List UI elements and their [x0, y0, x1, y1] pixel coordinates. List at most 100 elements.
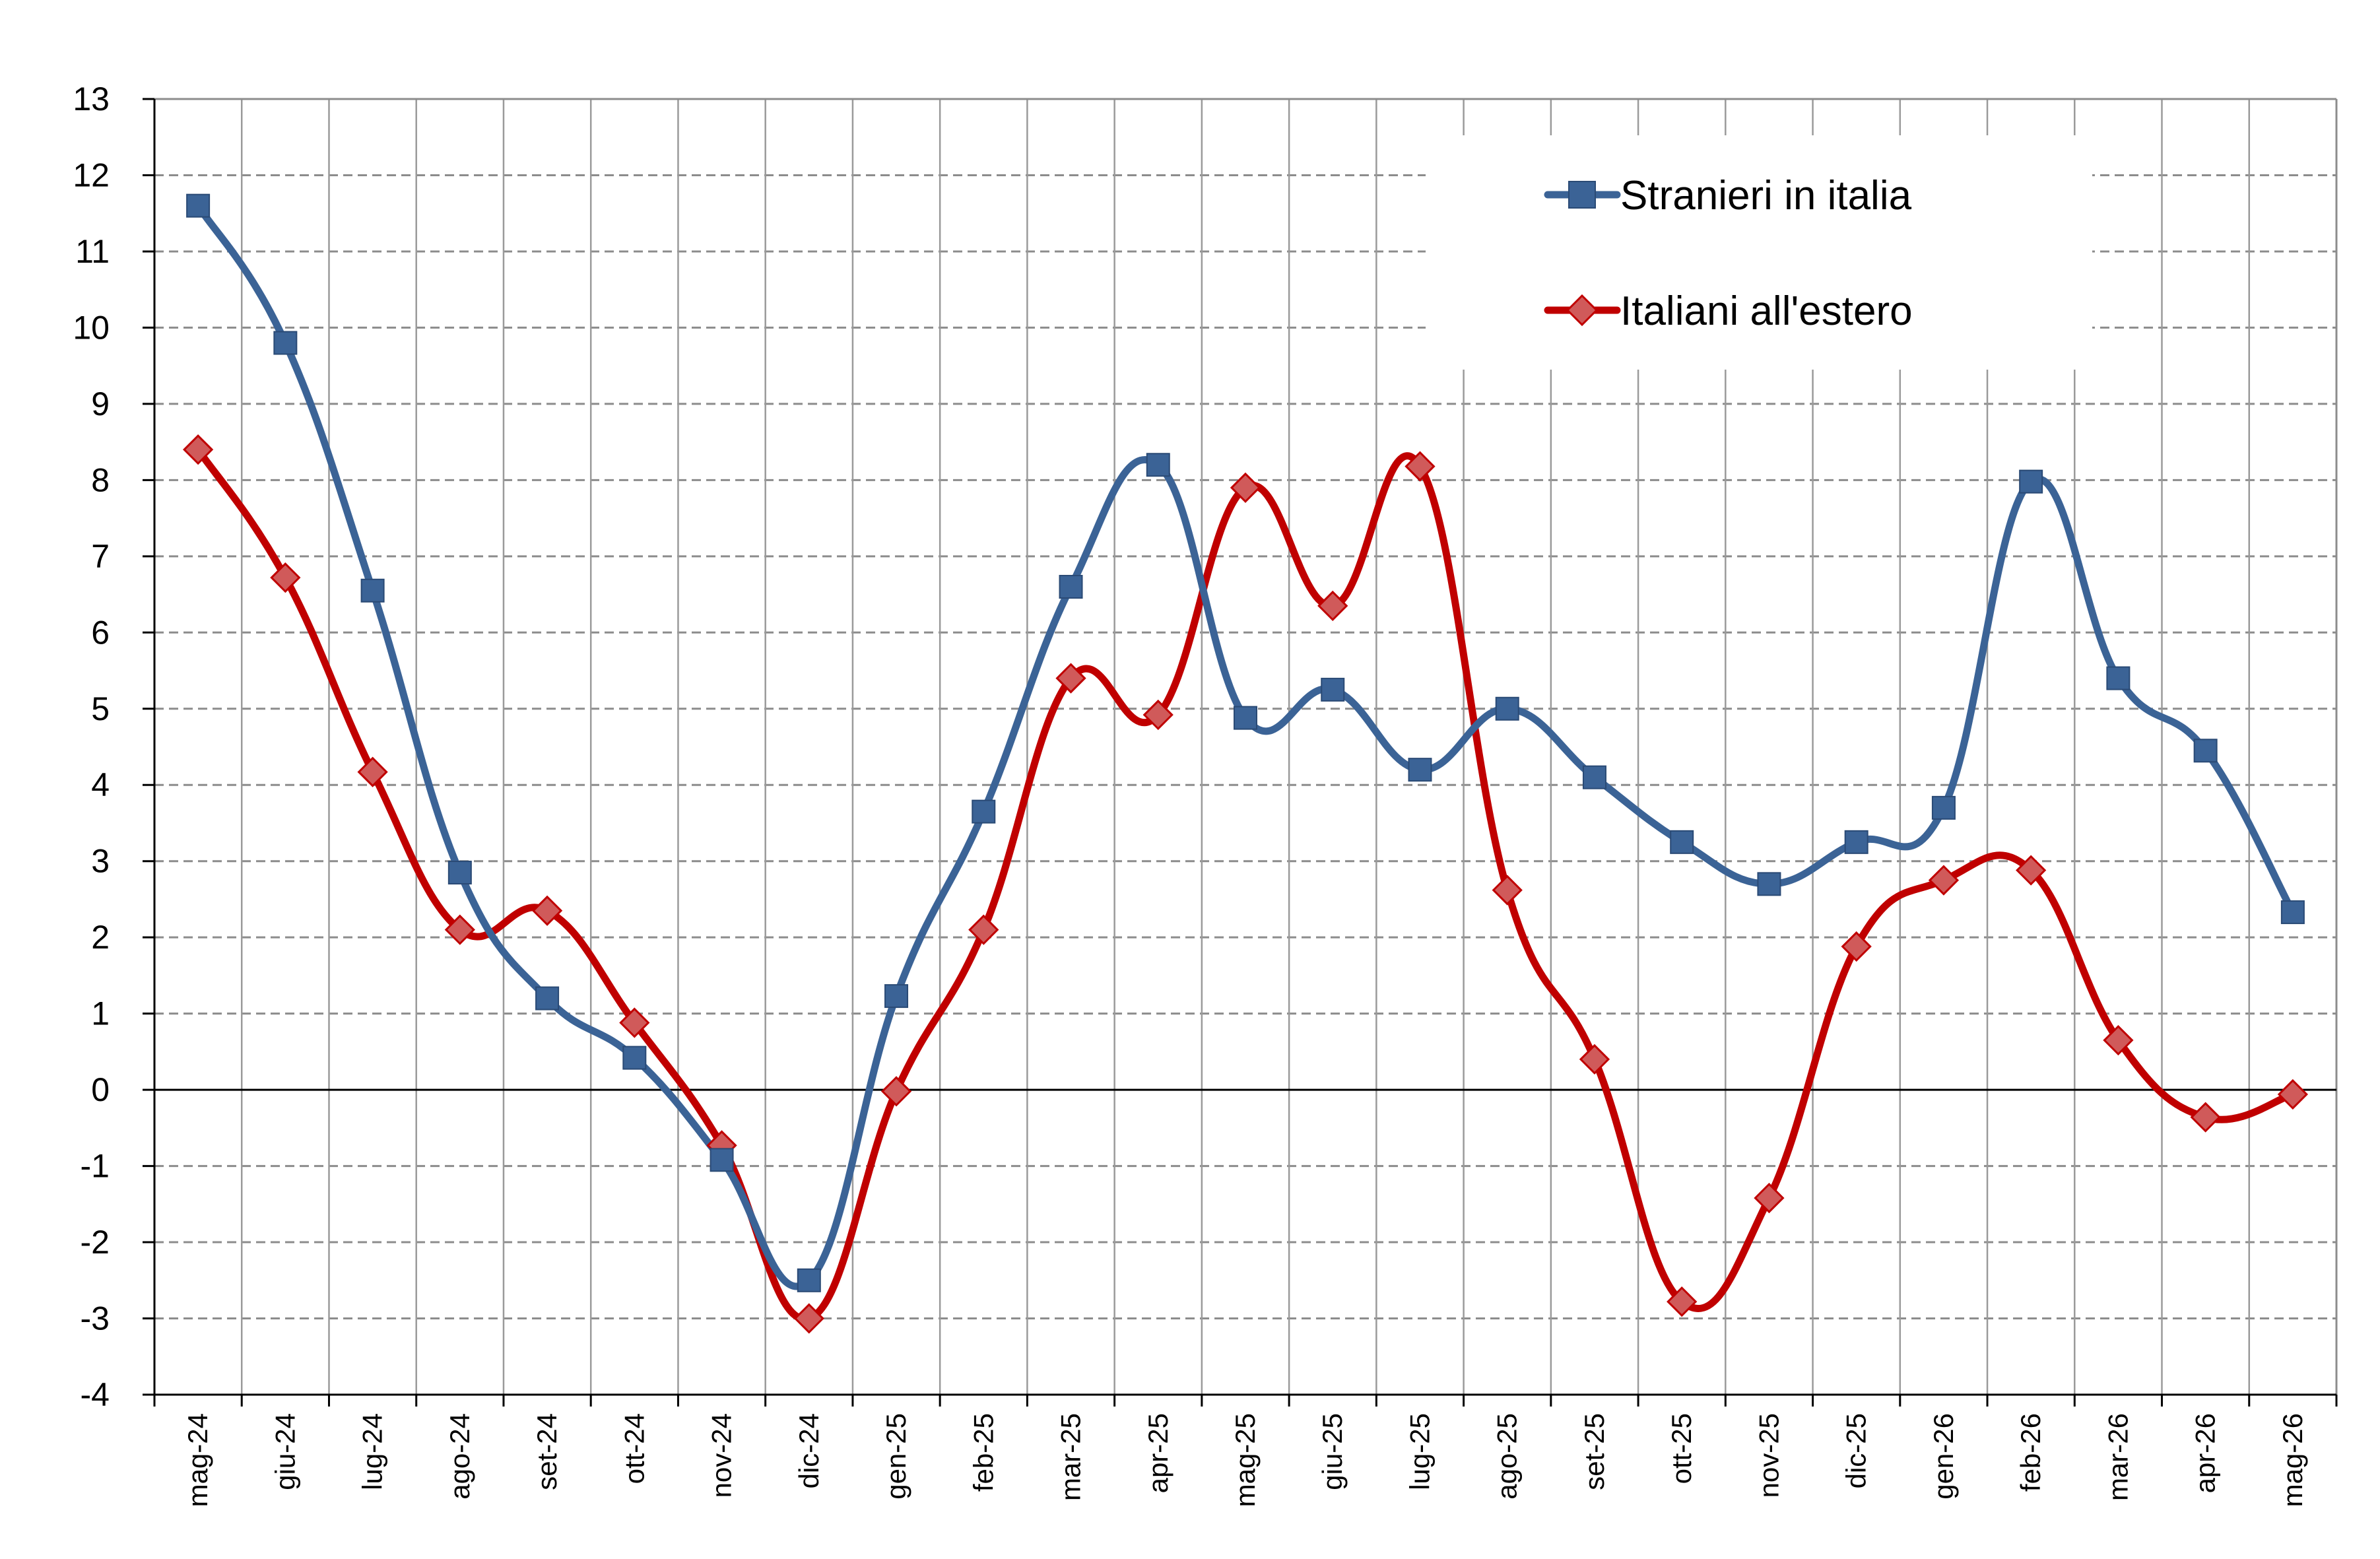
x-tick-label: set-25 — [1579, 1413, 1610, 1490]
point-italiani — [531, 895, 563, 926]
x-tick-label: set-24 — [531, 1413, 562, 1490]
point-stranieri — [797, 1268, 821, 1292]
point-italiani — [1405, 451, 1436, 482]
x-tick-label: mag-24 — [182, 1413, 213, 1507]
point-stranieri — [1234, 706, 1257, 730]
point-stranieri — [710, 1148, 734, 1172]
point-italiani — [270, 562, 301, 593]
legend-label-italiani: Italiani all'estero — [1620, 288, 1913, 334]
point-stranieri — [2193, 739, 2218, 763]
point-stranieri — [884, 984, 909, 1009]
legend-marker-italiani — [1566, 294, 1599, 327]
x-tick-label: giu-25 — [1317, 1413, 1348, 1490]
point-italiani — [2277, 1078, 2309, 1110]
legend: Stranieri in italia Italiani all'estero — [1426, 135, 2092, 370]
x-tick-label: ago-25 — [1492, 1413, 1523, 1500]
point-italiani — [1492, 875, 1523, 906]
point-stranieri — [1059, 575, 1083, 599]
point-italiani — [1841, 931, 1872, 962]
point-italiani — [1055, 663, 1086, 694]
x-tick-label: feb-26 — [2015, 1413, 2046, 1492]
x-tick-label: ott-25 — [1666, 1413, 1697, 1484]
x-tick-label: ott-24 — [618, 1413, 649, 1484]
point-stranieri — [1408, 758, 1432, 782]
legend-marker-stranieri — [1568, 181, 1596, 209]
y-tick-label: 8 — [91, 461, 110, 498]
point-stranieri — [1844, 830, 1868, 854]
y-tick-label: -3 — [81, 1300, 110, 1337]
point-stranieri — [447, 861, 472, 885]
point-stranieri — [2019, 469, 2043, 494]
x-tick-label: lug-24 — [357, 1413, 388, 1490]
y-tick-label: 2 — [91, 919, 110, 956]
x-tick-label: apr-25 — [1142, 1413, 1173, 1493]
x-tick-label: feb-25 — [968, 1413, 999, 1492]
point-stranieri — [1670, 830, 1694, 854]
x-tick-label: dic-25 — [1841, 1413, 1872, 1488]
y-tick-label: 12 — [73, 156, 110, 193]
point-italiani — [2190, 1102, 2221, 1133]
y-tick-label: 13 — [73, 81, 110, 117]
y-tick-label: 3 — [91, 843, 110, 880]
point-stranieri — [1321, 677, 1345, 702]
point-italiani — [793, 1303, 824, 1334]
x-tick-label: mag-25 — [1230, 1413, 1261, 1507]
point-stranieri — [1931, 795, 1956, 820]
x-tick-label: mar-26 — [2102, 1413, 2133, 1501]
x-tick-label: mag-26 — [2277, 1413, 2308, 1507]
y-tick-label: -2 — [81, 1224, 110, 1261]
y-tick-label: 9 — [91, 385, 110, 422]
y-tick-label: 4 — [91, 766, 110, 803]
point-italiani — [357, 756, 388, 787]
point-stranieri — [972, 799, 996, 824]
point-italiani — [444, 914, 475, 945]
x-tick-label: ago-24 — [444, 1413, 475, 1500]
point-italiani — [1142, 699, 1173, 731]
point-stranieri — [622, 1045, 647, 1070]
x-tick-label: gen-25 — [880, 1413, 911, 1500]
series-line-stranieri — [194, 202, 2297, 1290]
x-tick-label: dic-24 — [793, 1413, 824, 1488]
point-italiani — [182, 434, 214, 465]
point-italiani — [1928, 865, 1960, 896]
y-tick-label: 6 — [91, 614, 110, 651]
point-italiani — [619, 1007, 650, 1038]
y-tick-label: 0 — [91, 1071, 110, 1108]
x-tick-label: nov-24 — [706, 1413, 737, 1498]
legend-box — [1426, 135, 2092, 370]
x-tick-label: giu-24 — [269, 1413, 300, 1490]
y-tick-label: 11 — [75, 233, 110, 270]
point-italiani — [968, 914, 999, 945]
point-stranieri — [2106, 666, 2131, 690]
point-italiani — [1317, 590, 1348, 622]
y-tick-label: 7 — [91, 538, 110, 575]
x-tick-label: apr-26 — [2190, 1413, 2221, 1493]
x-tick-label: lug-25 — [1404, 1413, 1435, 1490]
point-stranieri — [1146, 453, 1170, 477]
y-tick-label: -4 — [81, 1376, 110, 1413]
point-italiani — [880, 1076, 912, 1107]
point-stranieri — [273, 331, 298, 355]
x-tick-label: mar-25 — [1055, 1413, 1086, 1501]
y-tick-label: -1 — [81, 1148, 110, 1185]
y-tick-label: 10 — [73, 309, 110, 346]
point-italiani — [1230, 472, 1261, 504]
y-tick-label: 5 — [91, 690, 110, 727]
x-tick-label: nov-25 — [1753, 1413, 1784, 1498]
point-italiani — [2103, 1024, 2134, 1056]
point-italiani — [1579, 1044, 1610, 1075]
series-layer — [182, 193, 2309, 1334]
point-stranieri — [535, 986, 560, 1011]
x-tick-label: gen-26 — [1928, 1413, 1959, 1500]
point-italiani — [1667, 1286, 1698, 1317]
point-stranieri — [2280, 900, 2305, 925]
point-stranieri — [1757, 872, 1781, 896]
point-stranieri — [1582, 765, 1606, 789]
point-stranieri — [1495, 696, 1519, 721]
point-italiani — [1754, 1182, 1785, 1214]
point-stranieri — [186, 193, 211, 218]
point-stranieri — [360, 578, 385, 603]
legend-label-stranieri: Stranieri in italia — [1620, 173, 1912, 218]
